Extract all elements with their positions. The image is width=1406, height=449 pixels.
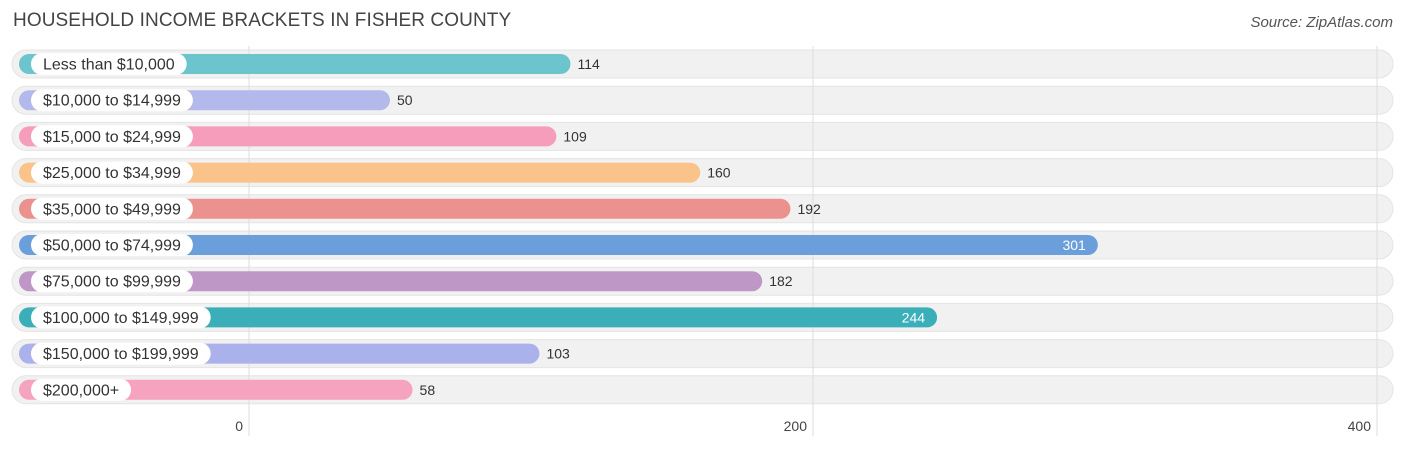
- category-label: $25,000 to $34,999: [43, 165, 181, 182]
- category-label: Less than $10,000: [43, 57, 175, 74]
- value-label: 58: [420, 382, 436, 398]
- value-label: 103: [546, 346, 570, 362]
- value-label: 182: [769, 273, 793, 289]
- category-pill: [31, 306, 211, 329]
- category-label: $35,000 to $49,999: [43, 201, 181, 218]
- category-label: $200,000+: [43, 382, 119, 399]
- category-pill: [31, 161, 193, 184]
- value-label: 109: [563, 128, 587, 144]
- x-tick-label: 400: [1348, 418, 1372, 434]
- bar: [19, 307, 938, 328]
- category-label: $100,000 to $149,999: [43, 310, 199, 327]
- category-label: $10,000 to $14,999: [43, 93, 181, 110]
- category-pill: [31, 234, 193, 256]
- x-tick-label: 0: [235, 418, 243, 434]
- category-label: $75,000 to $99,999: [43, 274, 181, 291]
- category-label: $150,000 to $199,999: [43, 346, 199, 363]
- category-pill: [31, 342, 211, 365]
- category-pill: [31, 53, 187, 75]
- bar: [19, 235, 1098, 255]
- value-label: 301: [1062, 237, 1086, 253]
- category-pill: [31, 125, 193, 148]
- category-pill: [31, 89, 193, 112]
- category-label: $15,000 to $24,999: [43, 129, 181, 146]
- category-label: $50,000 to $74,999: [43, 238, 181, 255]
- category-pill: [31, 197, 193, 220]
- value-label: 160: [707, 165, 731, 181]
- value-label: 244: [902, 309, 926, 325]
- value-label: 192: [797, 201, 821, 217]
- value-label: 50: [397, 92, 413, 108]
- value-label: 114: [577, 56, 600, 72]
- bar: [19, 271, 763, 292]
- bar: [19, 198, 791, 219]
- category-pill: [31, 270, 193, 293]
- x-tick-label: 200: [784, 418, 808, 434]
- chart-title: HOUSEHOLD INCOME BRACKETS IN FISHER COUN…: [13, 10, 512, 31]
- source-credit: Source: ZipAtlas.com: [1250, 14, 1393, 31]
- category-pill: [31, 378, 132, 401]
